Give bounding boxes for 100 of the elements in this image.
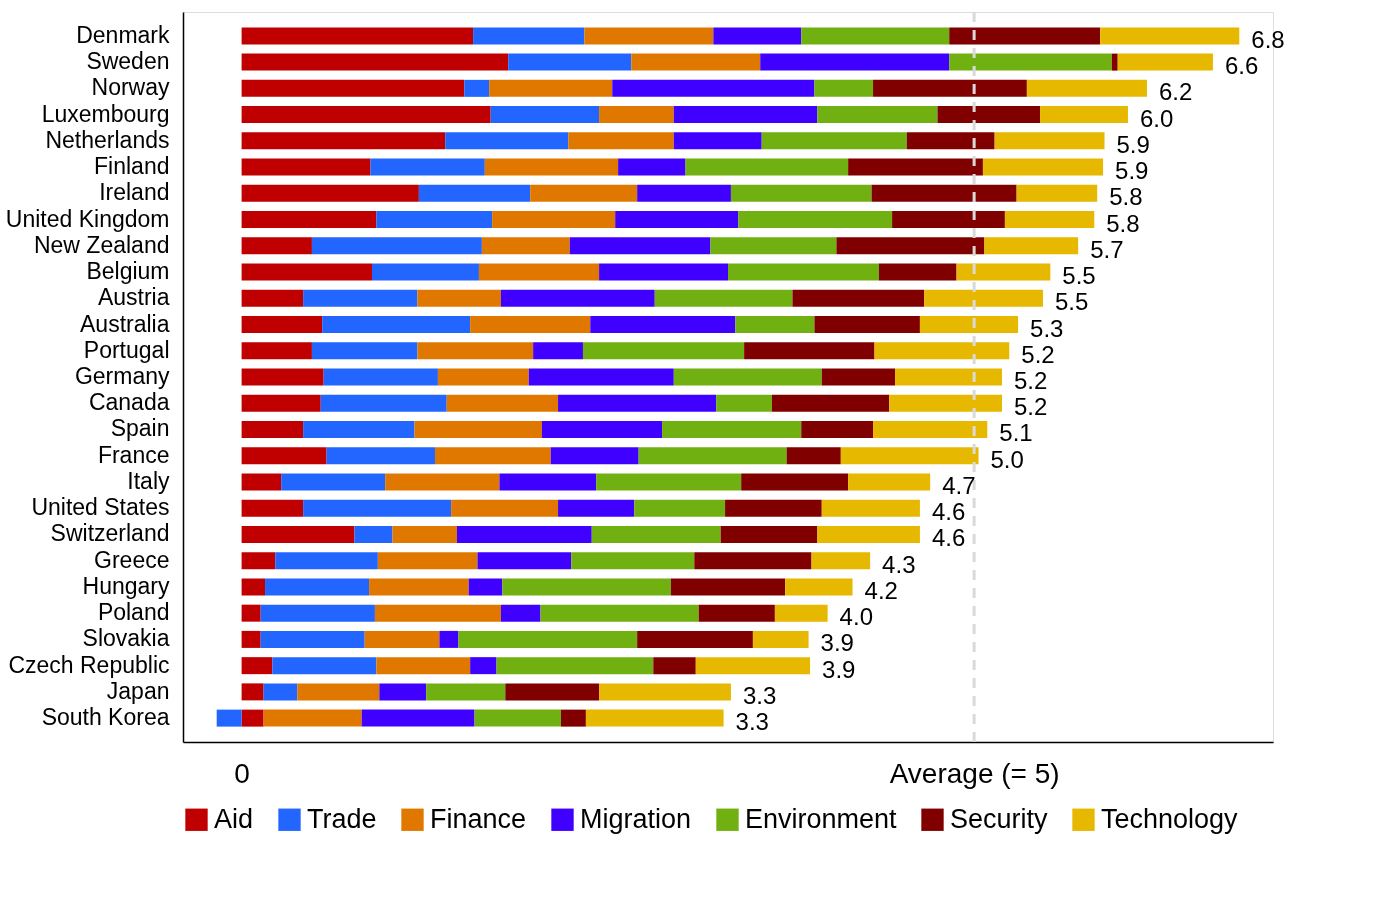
bar	[956, 263, 1051, 281]
bar	[582, 342, 745, 360]
bar	[892, 211, 1005, 229]
total-label: 5.3	[1030, 314, 1064, 342]
bar	[297, 683, 380, 701]
bar	[871, 184, 1017, 202]
legend-label: Environment	[745, 803, 898, 834]
bar	[241, 447, 327, 465]
bar	[241, 53, 509, 71]
bar	[785, 578, 853, 596]
legend-label: Aid	[214, 803, 254, 834]
bar	[848, 158, 983, 176]
total-label: 4.7	[942, 471, 976, 499]
bar	[540, 604, 699, 622]
y-tick-label: Portugal	[83, 336, 170, 363]
total-label: 5.2	[1013, 367, 1048, 394]
bar	[713, 27, 802, 45]
bar	[265, 578, 370, 596]
bar	[720, 525, 818, 543]
bar	[464, 79, 490, 97]
total-label: 3.9	[820, 629, 854, 657]
bar	[241, 683, 264, 701]
total-label: 5.5	[1054, 288, 1089, 316]
bar	[716, 394, 772, 412]
bar	[275, 552, 378, 570]
bar	[530, 184, 638, 202]
bar	[1004, 211, 1095, 229]
bar	[694, 552, 812, 570]
bar	[481, 237, 570, 255]
bar	[982, 158, 1104, 176]
bar	[906, 132, 995, 150]
total-label: 3.9	[822, 655, 856, 683]
legend-label: Trade	[307, 803, 377, 834]
bar	[260, 630, 365, 648]
bar	[241, 211, 377, 229]
bar	[949, 53, 1112, 71]
bar	[673, 368, 822, 386]
y-tick-label: Japan	[106, 677, 170, 704]
bar	[728, 263, 879, 281]
bar	[1111, 53, 1118, 71]
bar	[637, 630, 753, 648]
bar	[502, 578, 671, 596]
bar	[569, 237, 711, 255]
bar	[571, 552, 695, 570]
bar	[263, 683, 298, 701]
total-label: 5.8	[1109, 183, 1143, 211]
bar	[437, 368, 529, 386]
bar	[874, 342, 1010, 360]
bar	[326, 447, 435, 465]
y-tick-label: Canada	[88, 389, 170, 416]
total-label: 5.5	[1062, 262, 1096, 290]
bar	[354, 525, 393, 543]
bar	[241, 630, 261, 648]
total-label: 5.8	[1106, 209, 1140, 237]
bar	[426, 683, 506, 701]
bar	[1026, 79, 1148, 97]
bar	[371, 263, 479, 281]
total-label: 3.3	[742, 681, 777, 709]
bar	[216, 709, 242, 727]
bar	[741, 473, 849, 491]
bar	[895, 368, 1002, 386]
bar	[738, 211, 893, 229]
bar	[873, 420, 988, 438]
bar	[752, 630, 809, 648]
total-label: 6.6	[1224, 52, 1259, 80]
bar	[710, 237, 837, 255]
bar	[873, 79, 1027, 97]
y-tick-label: Denmark	[76, 21, 170, 48]
x-tick-label: Average (= 5)	[889, 757, 1060, 789]
bar	[618, 158, 686, 176]
bar	[558, 394, 717, 412]
bar	[584, 27, 714, 45]
y-tick-label: Greece	[94, 546, 170, 573]
y-tick-label: United Kingdom	[5, 205, 170, 232]
bar	[241, 184, 419, 202]
y-tick-label: Spain	[110, 415, 170, 442]
bar	[653, 657, 696, 675]
bar	[1117, 53, 1213, 71]
bar	[654, 289, 793, 307]
bar	[241, 27, 474, 45]
bar	[685, 158, 849, 176]
bar	[695, 657, 811, 675]
bar	[241, 316, 323, 334]
bar	[417, 289, 501, 307]
y-tick-label: Austria	[97, 284, 170, 311]
bar	[528, 368, 674, 386]
bar	[730, 184, 872, 202]
y-tick-label: Norway	[91, 74, 170, 101]
total-label: 4.0	[839, 603, 873, 631]
total-label: 5.2	[1013, 393, 1048, 421]
bar	[670, 578, 786, 596]
bar	[456, 525, 592, 543]
bar	[673, 132, 762, 150]
bar	[458, 630, 638, 648]
bar	[761, 132, 907, 150]
bar	[508, 53, 632, 71]
bar	[786, 447, 841, 465]
bar	[434, 447, 551, 465]
bar	[1100, 27, 1240, 45]
bar	[505, 683, 600, 701]
